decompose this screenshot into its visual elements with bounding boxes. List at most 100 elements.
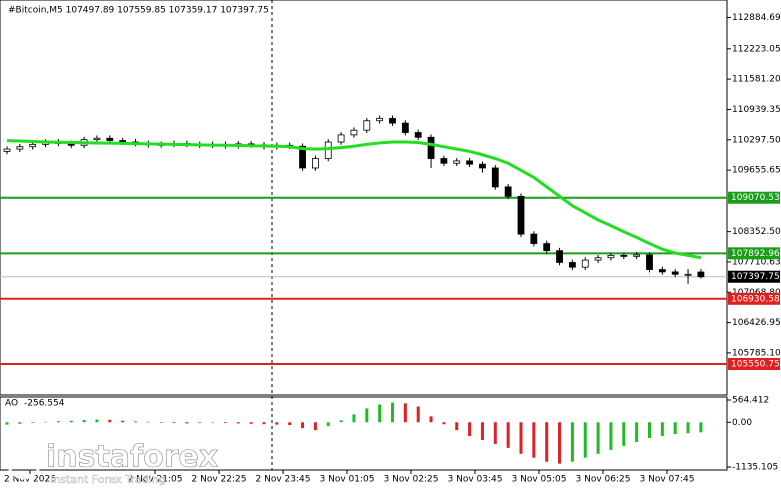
ao-bar: [352, 414, 356, 423]
candle-body: [16, 146, 24, 150]
candle-body: [427, 136, 435, 159]
ao-bar: [622, 422, 626, 446]
ao-tick-label: -1135.105: [732, 463, 778, 473]
ao-label: AO: [5, 399, 18, 409]
level-box: [728, 357, 780, 370]
x-tick-label: 3 Nov 02:25: [384, 475, 439, 485]
ao-bar: [429, 416, 433, 423]
ao-bar: [570, 422, 574, 462]
x-tick-label: 3 Nov 01:05: [320, 475, 375, 485]
ao-bar: [558, 422, 562, 464]
ao-bar: [686, 422, 690, 434]
ao-bar: [673, 422, 677, 435]
logo-icon: [6, 444, 42, 480]
level-label: 109070.53: [731, 193, 780, 203]
ao-bar: [442, 422, 446, 425]
candle-body: [350, 129, 358, 136]
ao-bar: [326, 422, 330, 427]
y-tick-label: 110939.35: [732, 105, 781, 115]
candle-body: [569, 262, 576, 268]
candle-body: [658, 269, 666, 273]
candle-body: [671, 271, 679, 275]
ao-bar: [82, 419, 86, 423]
candle-body: [414, 132, 422, 138]
ao-bar: [391, 402, 394, 423]
x-tick-label: 2 Nov 21:05: [128, 475, 183, 485]
candle-body: [479, 163, 486, 169]
candle-body: [106, 137, 114, 141]
ao-bar: [313, 422, 317, 431]
candle-body: [119, 140, 127, 143]
candle-body: [594, 257, 602, 261]
candle-body: [633, 254, 641, 257]
ao-bar: [506, 422, 510, 448]
ao-bar: [56, 421, 60, 423]
candle-body: [543, 243, 551, 252]
candle-body: [337, 134, 345, 143]
candle-body: [363, 120, 371, 131]
level-box: [728, 191, 780, 204]
ao-tick-label: 0.00: [732, 418, 752, 428]
candle-body: [530, 233, 538, 244]
ao-bar: [211, 422, 215, 423]
candle-body: [376, 117, 384, 122]
y-tick-label: 110297.50: [732, 135, 781, 145]
candle-body: [466, 160, 474, 165]
level-label: 105550.75: [731, 359, 780, 369]
ao-bar: [468, 422, 472, 437]
y-tick-label: 107710.63: [732, 257, 781, 267]
ao-bar: [480, 422, 484, 440]
candle-body: [453, 160, 461, 164]
candle-body: [401, 122, 409, 133]
moving-average: [6, 139, 702, 260]
ao-bar: [403, 403, 407, 423]
ao-bar: [249, 422, 253, 424]
ao-bar: [455, 422, 459, 431]
candle-body: [620, 254, 628, 257]
candle-body: [440, 158, 448, 164]
y-tick-label: 106426.95: [732, 318, 781, 328]
ao-bar: [159, 422, 163, 423]
level-box: [728, 292, 780, 305]
ao-bar: [519, 422, 523, 454]
ao-bar: [44, 421, 48, 423]
candle-body: [29, 143, 37, 148]
watermark-tagline: Instant Forex Trading: [50, 473, 166, 486]
candle-body: [517, 195, 525, 235]
candle-body: [3, 148, 11, 152]
ao-bar: [545, 422, 549, 462]
candle-body: [607, 254, 615, 259]
y-tick-label: 109655.65: [732, 166, 781, 176]
ao-bar: [378, 404, 382, 423]
candle-body: [646, 254, 653, 270]
candle-body: [491, 167, 499, 188]
ao-bar: [18, 422, 22, 424]
ao-bar: [648, 422, 651, 439]
ao-bar: [108, 419, 112, 423]
ao-bar: [236, 422, 240, 424]
candle-body: [556, 250, 563, 263]
x-tick-label: 2 Nov 2025: [4, 475, 56, 485]
ao-bar: [134, 421, 137, 423]
x-tick-label: 3 Nov 07:45: [640, 475, 695, 485]
ao-bar: [288, 422, 292, 426]
y-tick-label: 111581.20: [732, 75, 781, 85]
level-label: 107892.96: [731, 249, 780, 259]
x-tick-label: 3 Nov 06:25: [576, 475, 631, 485]
ao-pane: [0, 396, 728, 471]
ao-bar: [596, 422, 600, 454]
ao-tick-label: 564.412: [732, 396, 769, 406]
ao-bar: [635, 422, 639, 442]
x-tick-label: 2 Nov 22:25: [192, 475, 247, 485]
candle-body: [389, 117, 396, 124]
x-tick-label: 3 Nov 05:05: [512, 475, 567, 485]
candle-body: [684, 273, 692, 276]
ao-bar: [95, 419, 99, 423]
candle-body: [324, 141, 332, 159]
ao-bar: [583, 422, 587, 458]
ao-bar: [223, 422, 227, 424]
ao-bar: [31, 422, 35, 424]
ao-bar: [172, 422, 176, 424]
x-tick-label: 3 Nov 03:45: [448, 475, 503, 485]
